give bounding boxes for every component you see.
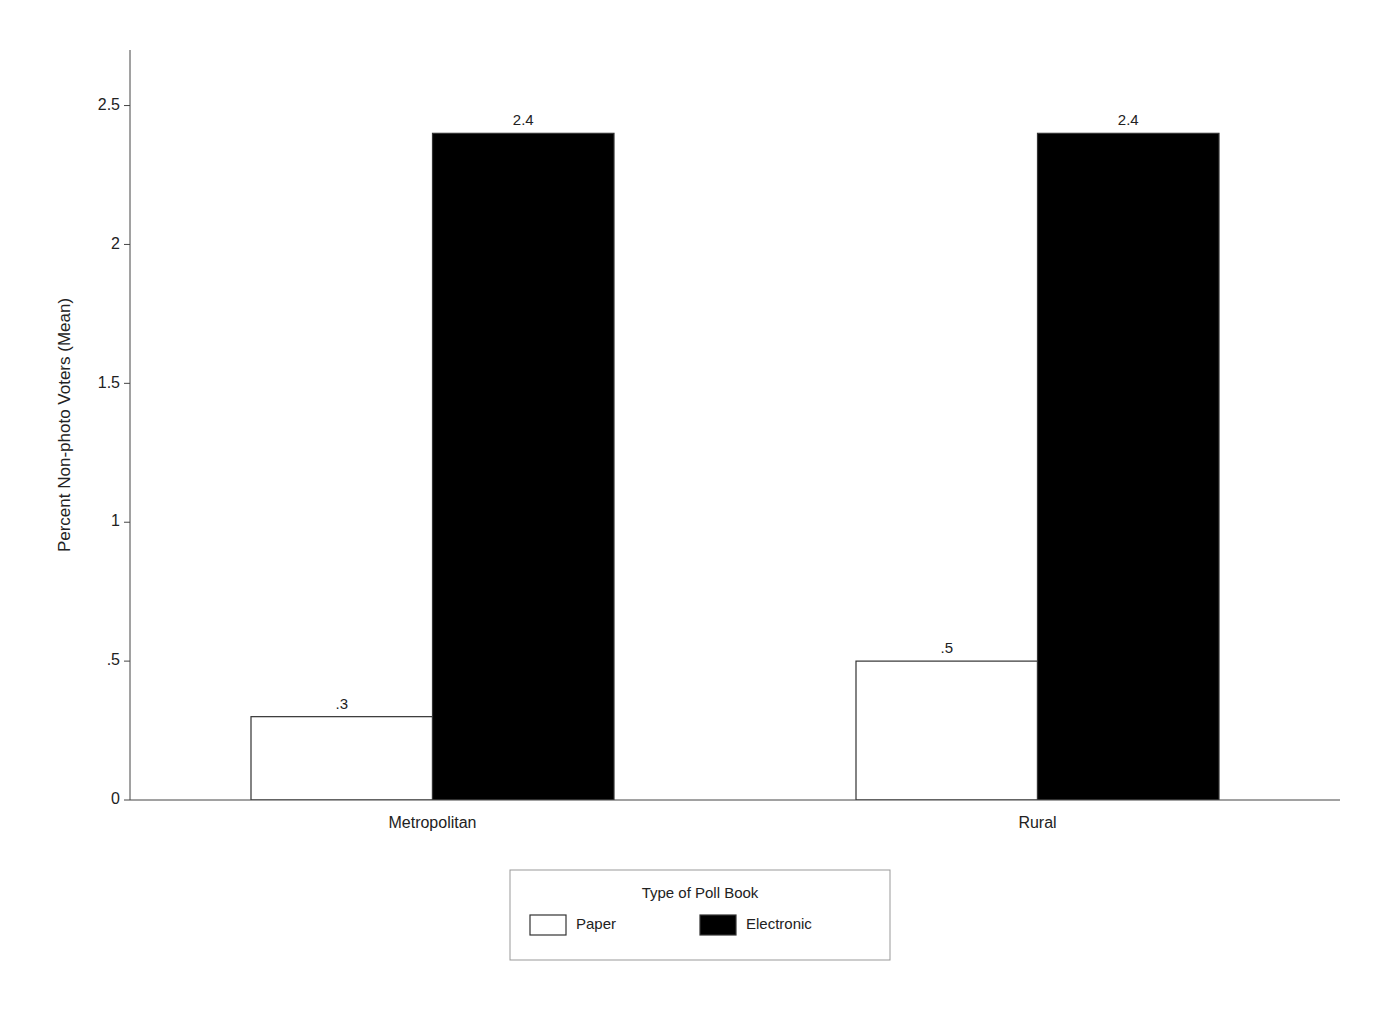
data-label: .5: [940, 639, 953, 656]
x-tick-label: Metropolitan: [388, 814, 476, 831]
data-label: 2.4: [1118, 111, 1139, 128]
legend-swatch: [530, 915, 566, 935]
data-label: .3: [335, 695, 348, 712]
y-tick: [124, 800, 130, 801]
data-labels: .3 .5 2.4 2.4: [335, 111, 1138, 711]
y-tick-label: 1.5: [98, 374, 120, 391]
x-axis: Metropolitan Rural: [130, 800, 1340, 831]
y-tick-label: .5: [107, 651, 120, 668]
y-tick-label: 1: [111, 512, 120, 529]
bar: [1038, 133, 1220, 800]
y-tick-label: 2: [111, 235, 120, 252]
y-tick: [124, 105, 130, 106]
y-axis-label: Percent Non-photo Voters (Mean): [55, 298, 74, 552]
y-tick-label: 0: [111, 790, 120, 807]
y-tick-label: 2.5: [98, 96, 120, 113]
bar: [856, 661, 1038, 800]
legend: Type of Poll Book Paper Electronic: [510, 870, 890, 960]
bar: [433, 133, 615, 800]
y-tick: [124, 522, 130, 523]
legend-swatch: [700, 915, 736, 935]
x-tick-label: Rural: [1018, 814, 1056, 831]
chart: 0 .5 1 1.5 2 2.5 Percent Non-photo Voters (Mea…: [0, 0, 1400, 1026]
legend-label: Electronic: [746, 915, 812, 932]
data-label: 2.4: [513, 111, 534, 128]
bar: [251, 717, 433, 800]
y-axis-line: [130, 50, 131, 800]
legend-box: [510, 870, 890, 960]
x-axis-line: [130, 800, 1340, 801]
legend-label: Paper: [576, 915, 616, 932]
y-tick: [124, 244, 130, 245]
y-tick: [124, 661, 130, 662]
y-axis: 0 .5 1 1.5 2 2.5: [98, 50, 130, 807]
y-tick: [124, 383, 130, 384]
legend-title: Type of Poll Book: [642, 884, 759, 901]
bars: [251, 133, 1219, 800]
